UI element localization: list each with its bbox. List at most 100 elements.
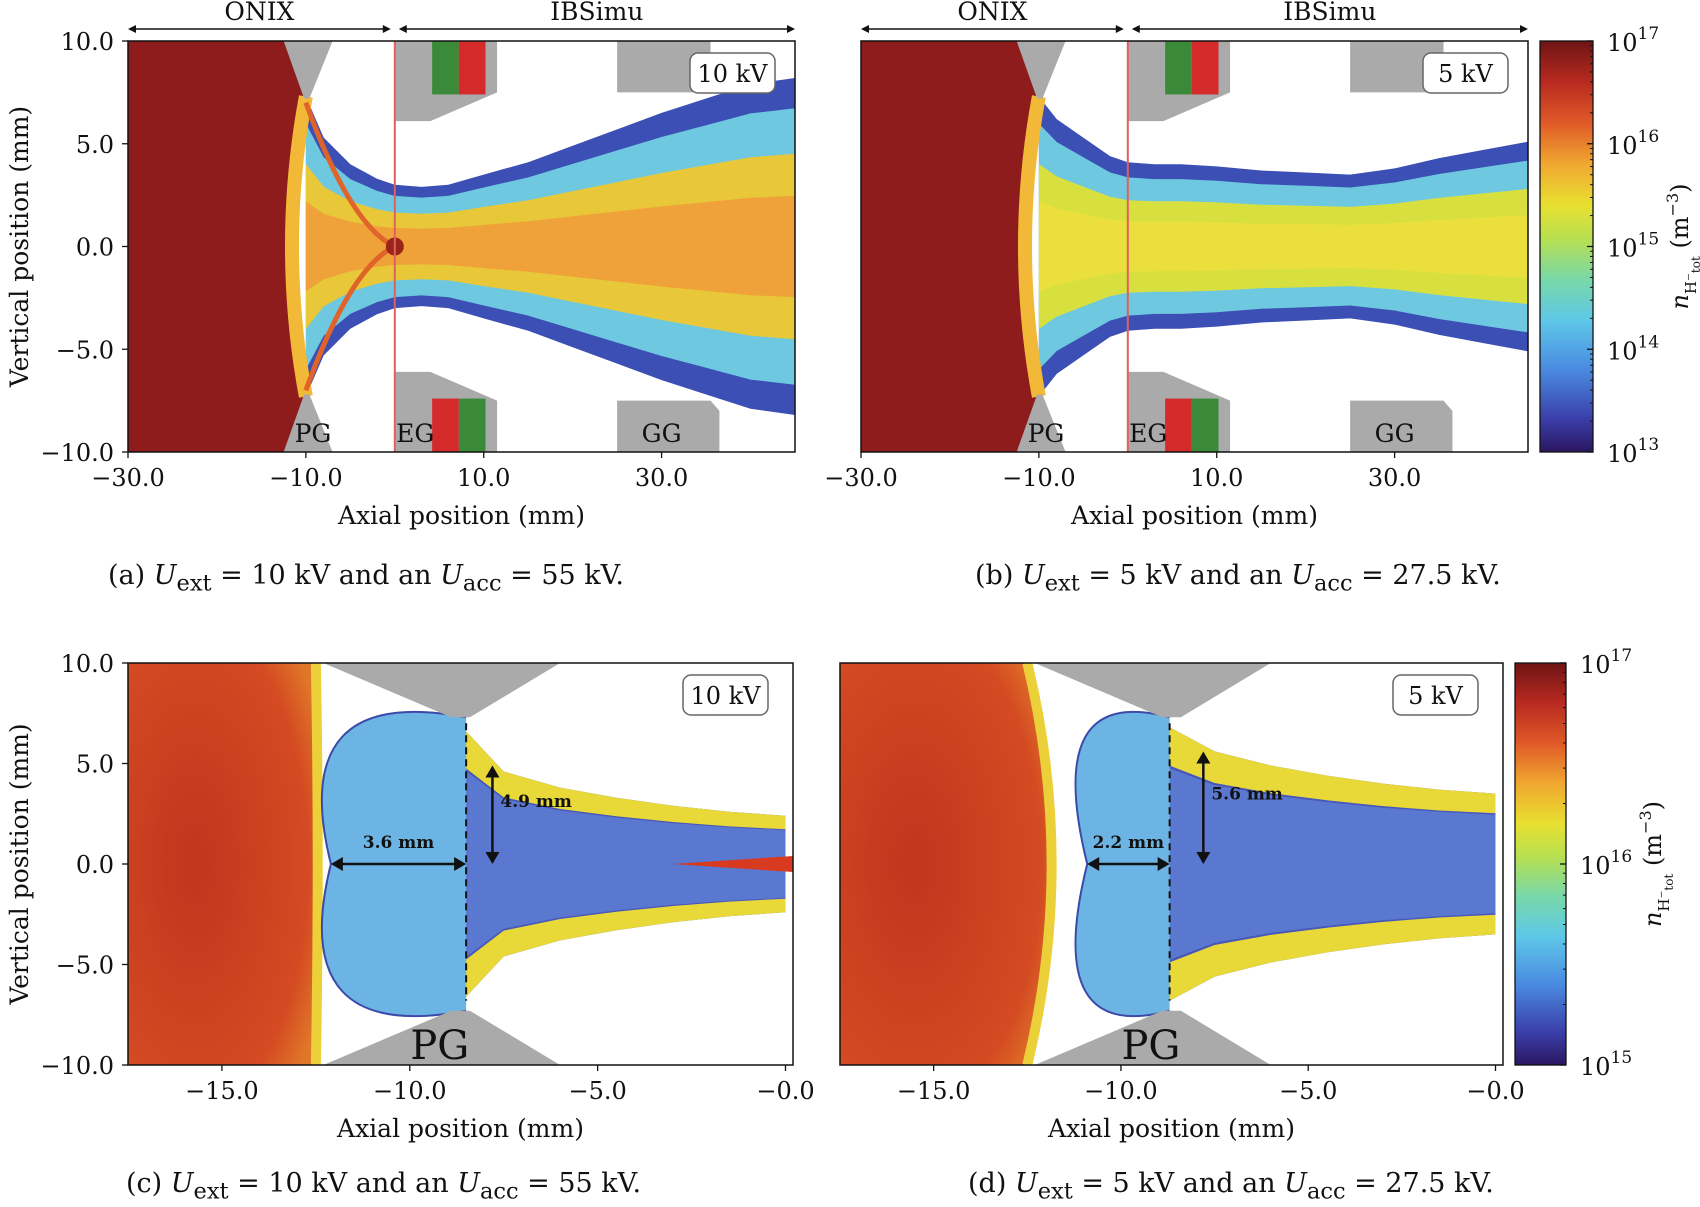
colorbar-label-sub: H⁻ bbox=[1682, 273, 1700, 294]
colorbar-label-close: ) bbox=[1666, 183, 1694, 192]
y-tick-label: −10.0 bbox=[40, 1052, 114, 1080]
x-tick-label: −15.0 bbox=[897, 1077, 971, 1105]
eg-magnet-green-bottom bbox=[1191, 398, 1219, 452]
colorbar-tick-exp: 16 bbox=[1611, 847, 1633, 867]
beam-interior bbox=[466, 771, 786, 957]
beam-focus-hot bbox=[672, 855, 793, 873]
x-axis-label: Axial position (mm) bbox=[337, 501, 585, 530]
sheath-band bbox=[1022, 663, 1057, 1065]
beam-lower-edge bbox=[1169, 914, 1496, 1001]
pg-electrode-bottom bbox=[1016, 394, 1066, 452]
plasma-region bbox=[128, 41, 306, 452]
colorbar-label-close: ) bbox=[1639, 801, 1667, 810]
y-tick-label: 5.0 bbox=[76, 131, 114, 159]
x-tick-label: −0.0 bbox=[1466, 1077, 1524, 1105]
x-axis-label: Axial position (mm) bbox=[336, 1114, 584, 1143]
caption-b: (b) Uext = 5 kV and an Uacc = 27.5 kV. bbox=[975, 560, 1501, 597]
voltage-badge-box bbox=[689, 52, 776, 94]
beam-core bbox=[305, 195, 795, 298]
colorbar-tick-exp: 13 bbox=[1638, 435, 1660, 455]
electrode-label-pg: PG bbox=[1028, 419, 1065, 448]
plot-frame bbox=[860, 40, 1529, 453]
voltage-badge-box bbox=[1392, 674, 1479, 716]
eg-magnet-red-bottom bbox=[432, 398, 459, 452]
y-axis-label: Vertical position (mm) bbox=[5, 106, 34, 388]
voltage-badge-label: 5 kV bbox=[1408, 682, 1463, 710]
plot-frame bbox=[839, 662, 1504, 1066]
colorbar-tick-label: 1015 bbox=[1607, 230, 1659, 263]
x-tick-label: −10.0 bbox=[269, 464, 343, 492]
gg-electrode-top bbox=[1350, 41, 1444, 93]
colorbar-tick-label: 1013 bbox=[1607, 435, 1659, 468]
eg-magnet-red-bottom bbox=[1165, 398, 1192, 452]
colorbar-label-unit: (m bbox=[1666, 216, 1694, 256]
eg-magnet-green-top bbox=[1165, 41, 1192, 95]
x-tick-label: −30.0 bbox=[91, 464, 165, 492]
region-label-ibsimu: IBSimu bbox=[550, 0, 643, 26]
meniscus-depth-label: 2.2 mm bbox=[1093, 833, 1164, 853]
x-tick-label: −10.0 bbox=[1002, 464, 1076, 492]
electrode-label-gg: GG bbox=[642, 419, 682, 448]
meniscus-curve bbox=[320, 710, 467, 1018]
colorbar-label: nH⁻tot (m−3) bbox=[1636, 801, 1676, 927]
caption-a: (a) Uext = 10 kV and an Uacc = 55 kV. bbox=[108, 560, 624, 597]
colorbar-gradient bbox=[1514, 662, 1567, 1066]
y-tick-label: −10.0 bbox=[40, 439, 114, 467]
y-tick-label: −5.0 bbox=[56, 952, 114, 980]
colorbar-tick-base: 10 bbox=[1580, 852, 1611, 880]
region-label-onix: ONIX bbox=[224, 0, 294, 26]
panel-c: 3.6 mm 4.9 mm PG 10 kV −15.0 −10.0 −5.0 −0.0 Axi… bbox=[5, 650, 815, 1143]
colorbar-tick-base: 10 bbox=[1607, 440, 1638, 468]
beam-upper-edge bbox=[466, 731, 786, 830]
electrode-label-eg: EG bbox=[1129, 419, 1167, 448]
beam-core bbox=[1038, 201, 1528, 292]
x-axis-label: Axial position (mm) bbox=[1047, 1114, 1295, 1143]
meniscus-band bbox=[1017, 95, 1046, 398]
meniscus-curve bbox=[1074, 710, 1170, 1018]
colorbar-tick-base: 10 bbox=[1607, 132, 1638, 160]
x-tick-label: −5.0 bbox=[1279, 1077, 1337, 1105]
caption-c: (c) Uext = 10 kV and an Uacc = 55 kV. bbox=[126, 1168, 642, 1205]
colorbar-label-sub: H⁻ bbox=[1655, 891, 1673, 912]
plot-area bbox=[840, 663, 1496, 1065]
sheath-band bbox=[310, 663, 323, 1065]
eg-magnet-red-top bbox=[458, 41, 486, 95]
beam-upper-edge bbox=[1169, 727, 1496, 814]
x-tick-label: −15.0 bbox=[185, 1077, 259, 1105]
pg-electrode-bottom bbox=[283, 394, 333, 452]
electrode-label-pg: PG bbox=[410, 1023, 469, 1069]
x-tick-label: −30.0 bbox=[824, 464, 898, 492]
beam-interior bbox=[1169, 768, 1496, 960]
pg-electrode-top bbox=[1016, 41, 1066, 99]
beam-radius-label: 4.9 mm bbox=[500, 792, 571, 812]
colorbar-tick-base: 10 bbox=[1580, 1053, 1611, 1081]
panel-b: PG EG GG 5 kV ONIX IBSimu −30.0 −10.0 10.0 30.0 Ax… bbox=[824, 0, 1700, 530]
voltage-badge-box bbox=[682, 674, 769, 716]
colorbar-tick-exp: 15 bbox=[1638, 230, 1660, 250]
y-tick-label: 0.0 bbox=[76, 851, 114, 879]
colorbar-tick-exp: 14 bbox=[1638, 332, 1660, 352]
x-tick-label: −5.0 bbox=[568, 1077, 626, 1105]
gg-electrode-bottom bbox=[617, 400, 720, 452]
colorbar-label-exp: −3 bbox=[1663, 193, 1682, 217]
colorbar-tick-exp: 17 bbox=[1611, 646, 1633, 666]
colorbar-tick-base: 10 bbox=[1580, 651, 1611, 679]
voltage-badge-label: 10 kV bbox=[697, 60, 768, 88]
colorbar-tick-label: 1015 bbox=[1580, 1048, 1632, 1081]
electrode-label-gg: GG bbox=[1375, 419, 1415, 448]
eg-magnet-green-bottom bbox=[458, 398, 486, 452]
colorbar-label-subsub: tot bbox=[1662, 874, 1676, 891]
colorbar-label-exp: −3 bbox=[1636, 810, 1655, 834]
region-label-onix: ONIX bbox=[957, 0, 1027, 26]
beam-radius-label: 5.6 mm bbox=[1211, 785, 1282, 805]
colorbar-tick-label: 1016 bbox=[1580, 847, 1632, 880]
plot-area bbox=[128, 41, 795, 452]
eg-magnet-red-top bbox=[1191, 41, 1219, 95]
y-tick-label: 5.0 bbox=[76, 751, 114, 779]
plot-area bbox=[128, 663, 793, 1065]
x-tick-label: −10.0 bbox=[1084, 1077, 1158, 1105]
height-arrow-heads bbox=[1196, 751, 1211, 864]
meniscus-band bbox=[284, 95, 313, 398]
y-axis-label: Vertical position (mm) bbox=[5, 723, 34, 1005]
